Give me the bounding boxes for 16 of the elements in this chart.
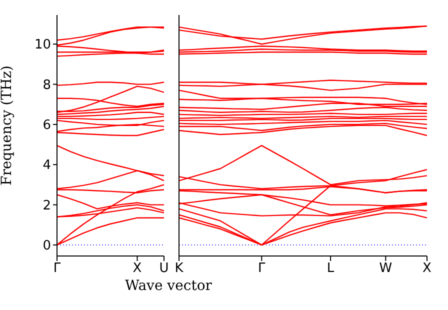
y-tick-label: 0: [42, 238, 51, 254]
y-tick-label: 2: [42, 198, 51, 214]
x-tick-label: L: [326, 261, 335, 276]
x-tick-label: Γ: [258, 261, 266, 276]
x-axis-title: Wave vector: [124, 278, 213, 294]
y-tick-label: 4: [42, 158, 51, 174]
x-tick-label: X: [132, 261, 142, 276]
y-tick-label: 8: [42, 78, 51, 93]
x-tick-label: X: [422, 261, 432, 276]
y-tick-label: 6: [42, 118, 51, 134]
x-tick-label: W: [379, 261, 392, 276]
y-tick-label: 10: [34, 38, 51, 53]
x-tick-label: Γ: [53, 261, 62, 276]
x-tick-label: K: [174, 261, 184, 276]
y-axis-title: Frequency (THz): [0, 65, 15, 186]
x-tick-label: U: [159, 261, 169, 276]
